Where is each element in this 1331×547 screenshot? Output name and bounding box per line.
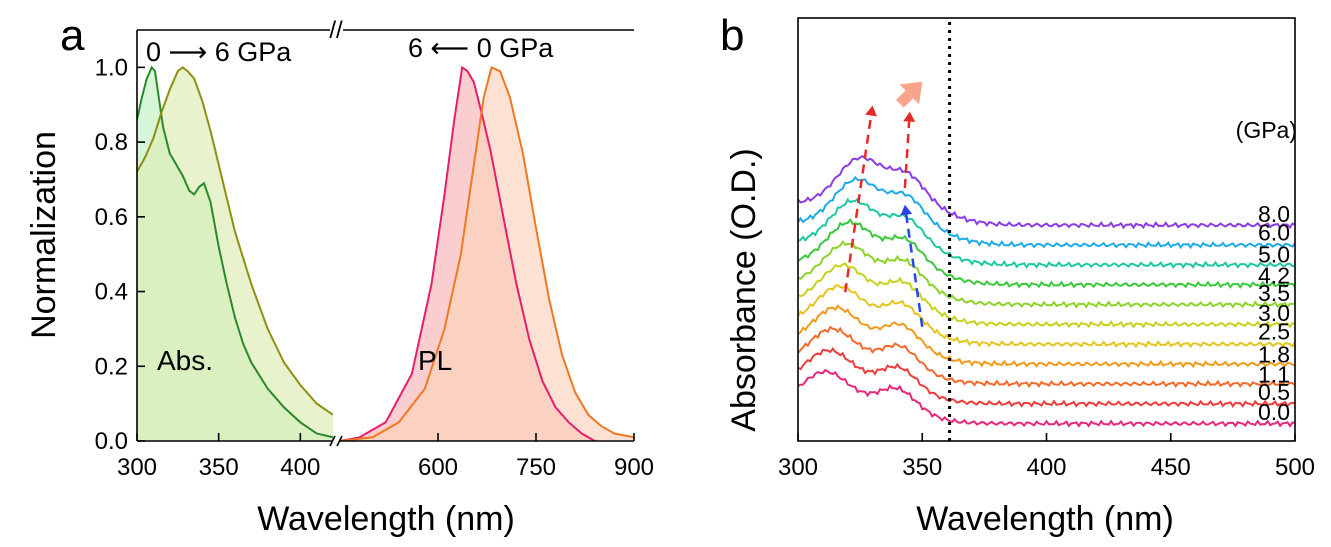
panel-b-y-axis-label: Absorbance (O.D.) <box>725 148 763 431</box>
panel-a-ticks: 0.0 0.2 0.4 0.6 0.8 1.0 300 350 400 600 750 900 <box>95 54 654 481</box>
panel-a-y-tick-label: 0.4 <box>95 279 128 306</box>
line-pl-0-gpa <box>340 65 596 441</box>
panel-a-letter: a <box>60 11 85 60</box>
panel-b-plot-border <box>797 17 1296 442</box>
pressure-label-4-2: 4.2 <box>1258 263 1290 289</box>
panel-b-axes-frame <box>797 17 1296 442</box>
panel-a-x-tick-label: 600 <box>418 454 458 481</box>
panel-b-x-tick-label: 300 <box>778 454 818 481</box>
panel-b-spectra <box>798 155 1295 428</box>
panel-a-axis-break-mark-bottom-1 <box>329 435 336 447</box>
spectrum-2-5-gpa <box>798 284 1295 349</box>
pressure-label-8-0: 8.0 <box>1258 201 1290 227</box>
panel-b: b Absorbance (O.D.) Wavelength (nm) (GPa… <box>720 11 1315 538</box>
area-abs-6-gpa <box>137 67 333 441</box>
panel-a-y-tick-label: 0.8 <box>95 129 128 156</box>
spectrum-0-0-gpa <box>798 368 1295 428</box>
abs-pressure-direction-annotation: 0 ⟶ 6 GPa <box>146 37 292 67</box>
panel-b-x-tick-label: 350 <box>902 454 942 481</box>
panel-a-axis-break-mark-top: // <box>329 17 343 44</box>
panel-a-spectral-lines <box>137 65 634 441</box>
spectrum-3-5-gpa <box>798 240 1295 309</box>
line-abs-6-gpa <box>137 66 333 416</box>
pressure-label-5-0: 5.0 <box>1258 241 1290 267</box>
peak-shift-arrowhead-2 <box>903 111 916 122</box>
line-abs-0-gpa <box>137 65 333 439</box>
pressure-label-2-5: 2.5 <box>1258 318 1290 344</box>
panel-a-plot: 0 ⟶ 6 GPa 6 ⟵ 0 GPa Abs. PL // 0.0 0.2 0.4… <box>95 17 654 481</box>
spectrum-1-8-gpa <box>798 304 1295 369</box>
area-pl-6-gpa <box>340 67 634 441</box>
spectrum-8-0-gpa <box>798 155 1295 230</box>
panel-a-y-tick-label: 0.2 <box>95 353 128 380</box>
panel-b-x-axis-label: Wavelength (nm) <box>916 500 1174 538</box>
pl-spectrum-label: PL <box>418 345 452 376</box>
panel-b-x-tick-label: 400 <box>1026 454 1066 481</box>
panel-a-y-tick-label: 0.0 <box>95 428 128 455</box>
spectrum-4-2-gpa <box>798 217 1295 289</box>
panel-a-x-tick-label: 900 <box>614 454 654 481</box>
pressure-label-1-8: 1.8 <box>1258 341 1290 367</box>
panel-a-axis-break-mark-bottom-2 <box>336 435 343 447</box>
peak-shift-arrowhead-3 <box>900 204 913 216</box>
pressure-label-3-0: 3.0 <box>1258 300 1290 326</box>
panel-a-x-tick-label: 300 <box>117 454 157 481</box>
peak-shift-arrow-3 <box>905 214 924 328</box>
spectrum-6-0-gpa <box>798 175 1295 250</box>
panel-a-y-tick-label: 0.6 <box>95 204 128 231</box>
panel-a: a Normalization Wavelength (nm) 0 ⟶ 6 GP… <box>25 11 654 538</box>
spectrum-5-0-gpa <box>798 197 1295 270</box>
pressure-label-1-1: 1.1 <box>1258 361 1290 387</box>
panel-b-x-tick-label: 500 <box>1275 454 1315 481</box>
pressure-label-0-0: 0.0 <box>1258 399 1290 425</box>
peak-shift-arrowhead-1 <box>865 105 877 117</box>
line-pl-6-gpa <box>340 66 634 441</box>
panel-a-filled-areas <box>137 67 634 441</box>
pressure-label-6-0: 6.0 <box>1258 219 1290 245</box>
abs-spectrum-label: Abs. <box>157 345 213 376</box>
panel-b-ticks: 300 350 400 450 500 <box>778 433 1315 481</box>
peak-shift-arrowhead-4 <box>899 81 923 105</box>
peak-shift-arrow-2 <box>903 121 911 189</box>
panel-a-axes-frame <box>136 29 634 447</box>
pressure-label-3-5: 3.5 <box>1258 280 1290 306</box>
spectrum-0-5-gpa <box>798 346 1295 408</box>
panel-b-x-tick-label: 450 <box>1151 454 1191 481</box>
panel-b-pressure-labels: (GPa) 0.00.51.11.82.53.03.54.25.06.08.0 <box>1236 117 1297 425</box>
spectrum-1-1-gpa <box>798 325 1295 389</box>
spectrum-3-0-gpa <box>798 262 1295 329</box>
panel-a-x-axis-label: Wavelength (nm) <box>257 500 515 538</box>
peak-shift-arrow-4 <box>896 90 914 108</box>
panel-a-x-tick-label: 400 <box>280 454 320 481</box>
panel-b-letter: b <box>720 11 744 60</box>
panel-a-x-tick-label: 350 <box>199 454 239 481</box>
panel-a-x-tick-label: 750 <box>516 454 556 481</box>
pressure-unit-header: (GPa) <box>1236 117 1297 143</box>
panel-b-peak-shift-arrows <box>843 81 924 328</box>
panel-a-y-tick-label: 1.0 <box>95 54 128 81</box>
panel-b-plot: (GPa) 0.00.51.11.82.53.03.54.25.06.08.0 … <box>778 17 1315 481</box>
panel-a-y-axis-label: Normalization <box>25 131 63 339</box>
pl-pressure-direction-annotation: 6 ⟵ 0 GPa <box>408 33 554 63</box>
pressure-label-0-5: 0.5 <box>1258 379 1290 405</box>
